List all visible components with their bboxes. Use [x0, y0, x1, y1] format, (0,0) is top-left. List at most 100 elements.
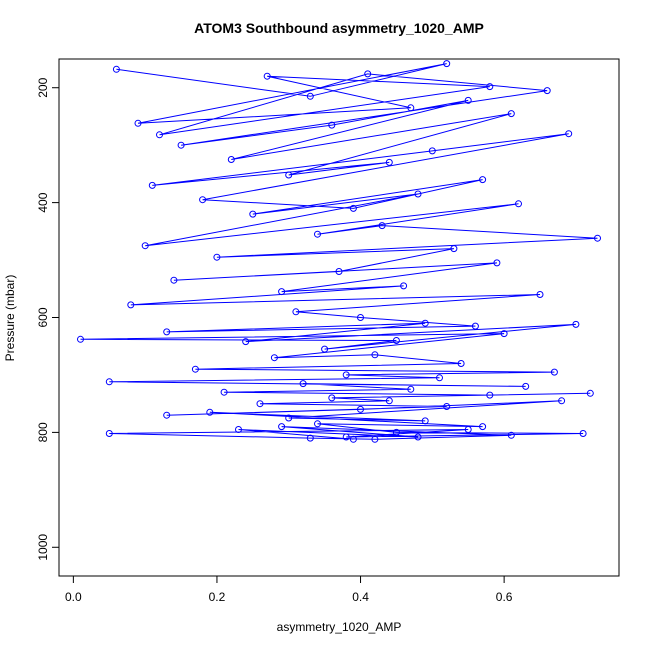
y-tick-label: 600 — [36, 307, 50, 327]
data-point — [112, 65, 120, 73]
data-point — [586, 389, 594, 397]
data-point — [314, 230, 321, 238]
data-point — [349, 435, 357, 443]
y-tick-label: 200 — [36, 77, 50, 97]
data-point — [342, 371, 350, 379]
x-tick-label: 0.0 — [65, 590, 82, 604]
data-point — [105, 378, 113, 386]
data-point — [407, 104, 415, 112]
data-point — [421, 417, 429, 425]
data-point — [543, 87, 551, 95]
plot-frame — [58, 58, 620, 577]
x-tick-label: 0.4 — [352, 590, 369, 604]
y-axis: 200 400 600 800 1000 — [36, 77, 60, 561]
data-point — [371, 435, 379, 443]
chart-title: ATOM3 Southbound asymmetry_1020_AMP — [194, 20, 484, 36]
data-point — [249, 210, 257, 218]
y-axis-label: Pressure (mbar) — [3, 275, 17, 362]
data-point — [199, 196, 207, 204]
data-point — [364, 70, 372, 78]
y-tick-label: 1000 — [36, 534, 50, 561]
data-point — [371, 351, 379, 359]
series-line — [80, 63, 598, 440]
data-point — [579, 430, 587, 437]
data-point — [292, 308, 300, 316]
data-point — [321, 345, 329, 353]
data-point — [392, 428, 400, 436]
data-point — [378, 222, 386, 230]
data-point — [314, 420, 321, 428]
x-tick-label: 0.2 — [209, 590, 226, 604]
data-point — [77, 335, 84, 343]
data-point — [471, 322, 479, 330]
data-point — [436, 374, 443, 382]
data-point — [479, 423, 487, 431]
data-point — [536, 291, 544, 298]
data-point — [443, 60, 451, 68]
data-point — [299, 380, 307, 388]
x-tick-label: 0.6 — [496, 590, 513, 604]
data-point — [457, 360, 465, 367]
data-point — [156, 131, 163, 139]
data-point — [278, 423, 286, 431]
data-point — [270, 354, 278, 362]
y-tick-label: 800 — [36, 422, 50, 442]
data-point — [464, 96, 472, 104]
data-point — [522, 382, 530, 390]
data-point — [486, 391, 494, 399]
x-axis: 0.0 0.2 0.4 0.6 — [65, 575, 513, 604]
data-point — [565, 130, 573, 138]
data-point — [400, 282, 408, 290]
data-point — [500, 330, 508, 338]
data-point — [328, 121, 336, 129]
data-point — [385, 158, 393, 166]
data-point — [306, 92, 314, 100]
series-group — [77, 60, 601, 443]
data-point — [163, 411, 171, 419]
data-point — [392, 337, 400, 344]
data-point — [342, 433, 350, 441]
data-point — [105, 430, 113, 437]
data-point — [191, 365, 199, 373]
data-point — [594, 234, 601, 242]
data-point — [285, 171, 293, 179]
data-point — [235, 426, 242, 433]
data-point — [357, 405, 364, 413]
data-point — [148, 181, 156, 189]
data-point — [263, 72, 271, 80]
data-point — [385, 397, 393, 405]
data-point — [507, 431, 515, 439]
data-point — [357, 314, 364, 321]
data-point — [421, 319, 429, 327]
data-point — [285, 414, 293, 422]
data-point — [127, 301, 135, 309]
data-point — [493, 259, 501, 267]
data-point — [507, 110, 515, 118]
data-point — [414, 433, 422, 441]
data-point — [134, 119, 142, 127]
data-point — [428, 147, 436, 155]
data-point — [443, 403, 451, 410]
data-point — [349, 204, 357, 212]
data-point — [414, 190, 422, 198]
data-point — [558, 397, 566, 405]
data-point — [515, 200, 522, 208]
data-point — [572, 320, 580, 328]
data-point — [335, 268, 343, 275]
data-point — [163, 328, 171, 336]
data-point — [486, 83, 494, 91]
data-point — [550, 368, 558, 376]
data-point — [177, 141, 185, 149]
data-point — [464, 426, 472, 433]
data-point — [328, 394, 336, 402]
data-point — [278, 288, 286, 296]
data-point — [479, 176, 487, 184]
data-point — [213, 253, 221, 261]
data-point — [407, 385, 415, 393]
data-point — [220, 388, 228, 396]
data-point — [227, 156, 235, 163]
data-point — [170, 276, 178, 284]
x-axis-label: asymmetry_1020_AMP — [277, 620, 402, 634]
